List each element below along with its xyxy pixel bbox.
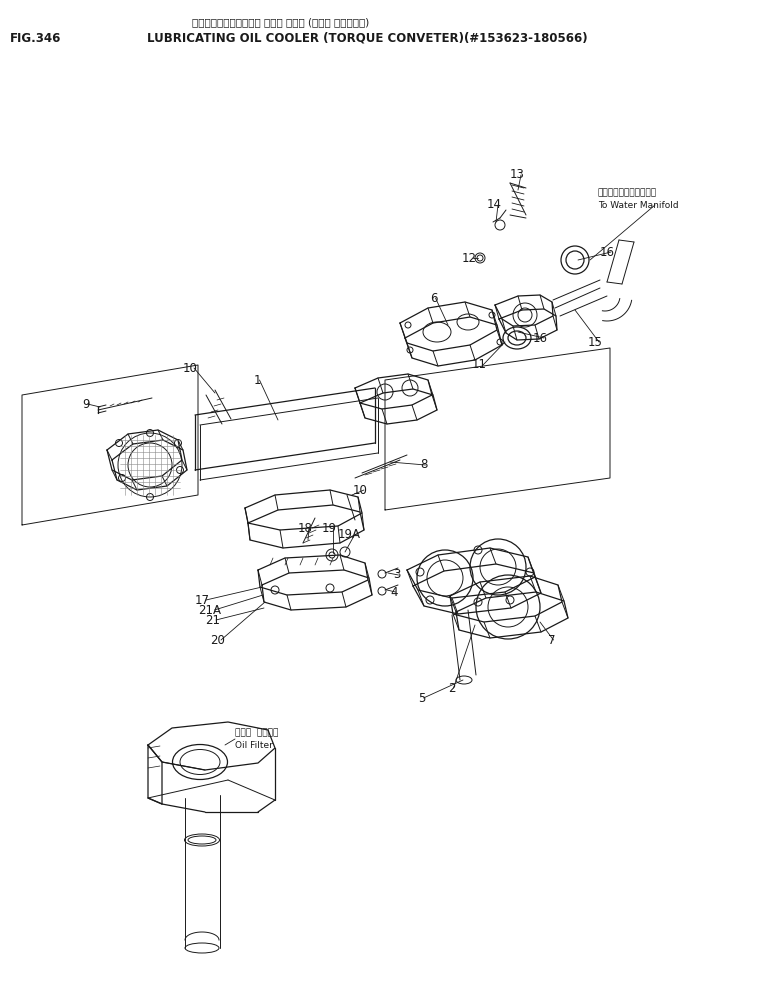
Text: 5: 5 [418,691,425,704]
Text: 18: 18 [298,521,313,534]
Text: 10: 10 [183,362,198,375]
Text: ルーブリケーティング・ オイル クーラ (トルク コンバータ): ルーブリケーティング・ オイル クーラ (トルク コンバータ) [192,17,369,27]
Text: 14: 14 [487,199,502,212]
Text: 2: 2 [448,681,456,694]
Text: 16: 16 [533,332,548,345]
Text: 6: 6 [430,292,437,305]
Text: 1: 1 [254,374,261,387]
Text: 7: 7 [548,633,555,646]
Text: To Water Manifold: To Water Manifold [598,201,679,210]
Text: 10: 10 [353,484,368,497]
Text: Oil Filter: Oil Filter [235,740,273,749]
Text: 16: 16 [600,246,615,259]
Text: 15: 15 [588,336,603,349]
Text: 8: 8 [420,459,427,472]
Text: 9: 9 [82,398,90,411]
Text: 13: 13 [510,169,525,182]
Text: ウォータマニホールドへ: ウォータマニホールドへ [598,189,657,198]
Text: オイル  フィルタ: オイル フィルタ [235,728,278,737]
Text: 11: 11 [472,359,487,372]
Text: 21: 21 [205,613,220,626]
Text: 17: 17 [195,593,210,606]
Text: 21A: 21A [198,603,221,616]
Text: 19A: 19A [338,528,361,541]
Text: 4: 4 [390,585,398,598]
Text: FIG.346: FIG.346 [10,32,61,45]
Text: LUBRICATING OIL COOLER (TORQUE CONVETER)(#153623-180566): LUBRICATING OIL COOLER (TORQUE CONVETER)… [147,32,588,45]
Text: 20: 20 [210,633,225,646]
Text: 19: 19 [322,521,337,534]
Text: 12: 12 [462,252,477,265]
Text: 3: 3 [393,568,401,581]
